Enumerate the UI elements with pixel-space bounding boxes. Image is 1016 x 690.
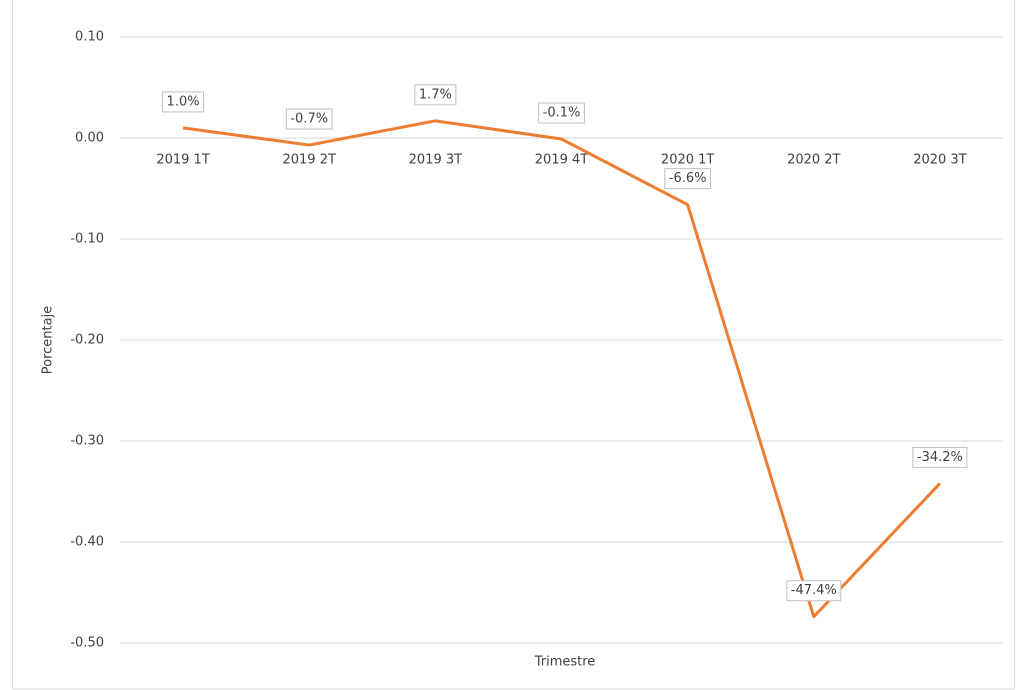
data-label: -34.2% bbox=[917, 450, 963, 465]
data-label-box bbox=[162, 91, 205, 113]
x-tick-label: 2019 3T bbox=[409, 153, 462, 168]
y-tick-label: -0.40 bbox=[70, 535, 104, 550]
data-label-box bbox=[538, 102, 585, 124]
y-tick-label: 0.00 bbox=[75, 131, 104, 146]
data-label-box bbox=[414, 84, 457, 106]
chart-frame bbox=[12, 0, 1015, 690]
x-tick-label: 2020 2T bbox=[787, 153, 840, 168]
x-tick-label: 2019 4T bbox=[535, 153, 588, 168]
data-label-box bbox=[786, 580, 842, 602]
data-label: 1.0% bbox=[167, 94, 200, 109]
y-tick-label: -0.20 bbox=[70, 333, 104, 348]
x-axis-title: Trimestre bbox=[534, 655, 596, 670]
data-label: -47.4% bbox=[791, 583, 837, 598]
data-label: -6.6% bbox=[669, 171, 707, 186]
data-label: -0.1% bbox=[543, 106, 581, 121]
data-label-box bbox=[285, 108, 333, 130]
data-label: -0.7% bbox=[290, 112, 328, 127]
y-tick-label: -0.50 bbox=[70, 636, 104, 651]
y-tick-label: 0.10 bbox=[75, 30, 104, 45]
data-line bbox=[182, 119, 942, 619]
x-tick-label: 2019 2T bbox=[282, 153, 335, 168]
data-label: 1.7% bbox=[419, 87, 452, 102]
x-tick-label: 2020 3T bbox=[913, 153, 966, 168]
x-tick-label: 2019 1T bbox=[156, 153, 209, 168]
data-label-box bbox=[664, 168, 712, 190]
y-tick-label: -0.10 bbox=[70, 232, 104, 247]
y-tick-label: -0.30 bbox=[70, 434, 104, 449]
x-tick-label: 2020 1T bbox=[661, 153, 714, 168]
data-label-box bbox=[912, 446, 968, 468]
y-axis-title: Porcentaje bbox=[41, 306, 56, 374]
